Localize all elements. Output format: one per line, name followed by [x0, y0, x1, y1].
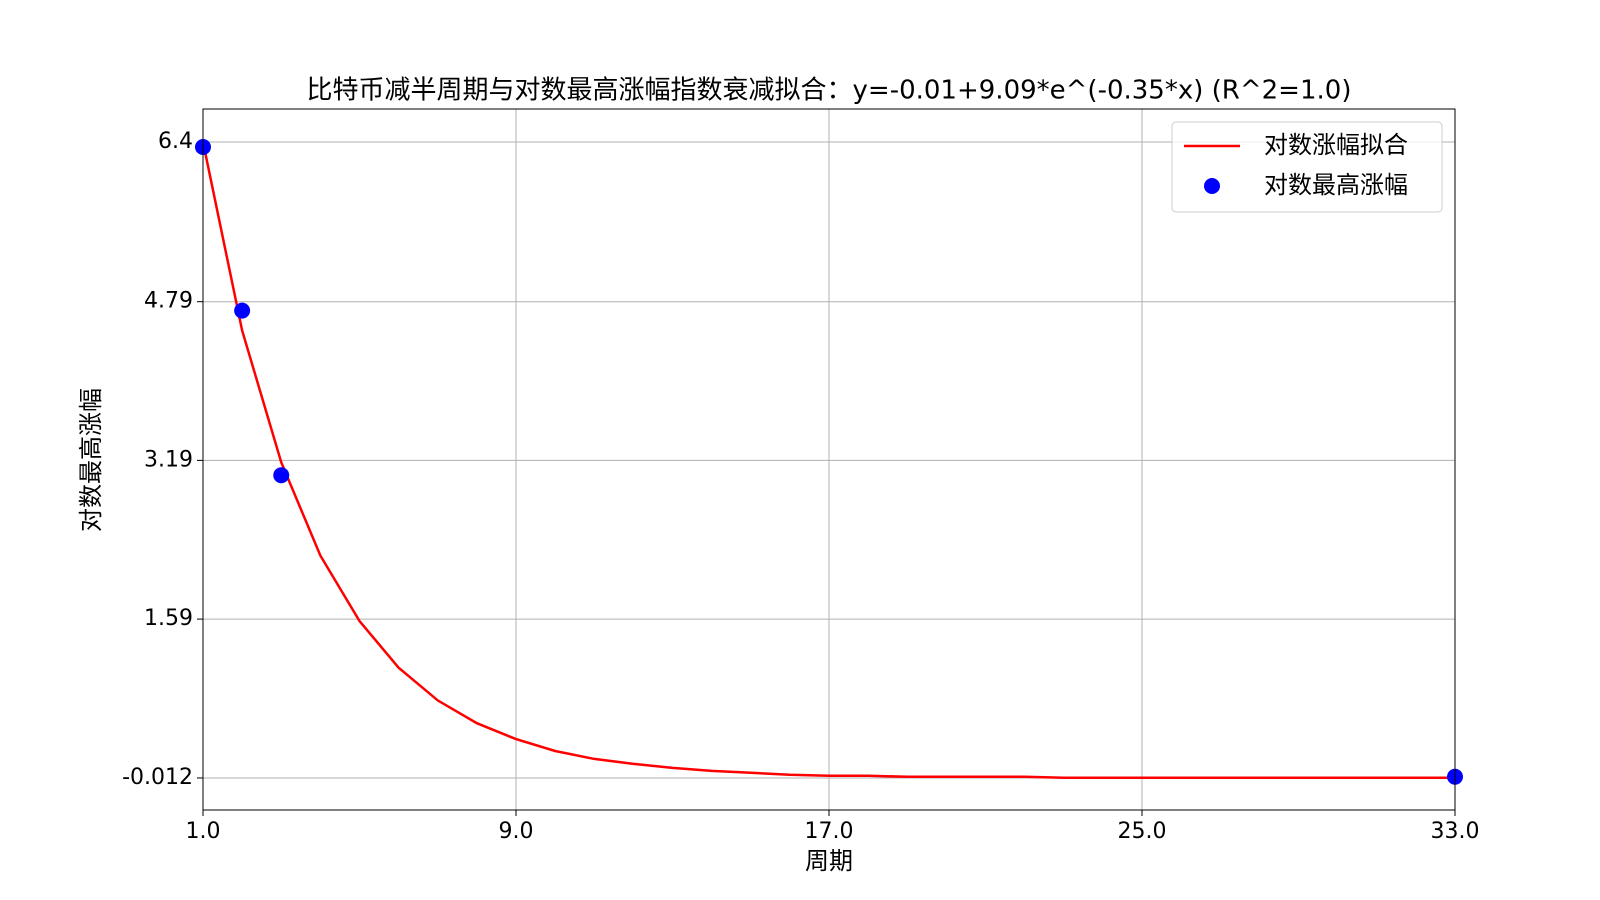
scatter-point: [234, 302, 251, 319]
y-tick-label: -0.012: [122, 765, 193, 790]
y-tick-label: 4.79: [144, 289, 193, 314]
plot-frame: [202, 108, 1456, 811]
legend-label: 对数涨幅拟合: [1264, 131, 1408, 159]
chart-title: 比特币减半周期与对数最高涨幅指数衰减拟合：y=-0.01+9.09*e^(-0.…: [307, 76, 1352, 106]
legend-marker-swatch: [1204, 178, 1220, 194]
fit-line: [201, 141, 1455, 780]
scatter-point: [273, 467, 290, 484]
y-tick-label: 6.4: [158, 129, 193, 154]
x-tick-label: 33.0: [1431, 819, 1480, 844]
x-tick-label: 1.0: [186, 819, 221, 844]
x-tick-label: 25.0: [1118, 819, 1167, 844]
x-tick-label: 9.0: [499, 819, 534, 844]
y-tick-label: 1.59: [144, 606, 193, 631]
y-axis-label: 对数最高涨幅: [77, 388, 105, 532]
legend-label: 对数最高涨幅: [1264, 171, 1408, 199]
x-tick-label: 17.0: [805, 819, 854, 844]
legend-box: [1171, 121, 1443, 213]
x-axis-label: 周期: [805, 847, 853, 875]
y-tick-label: 3.19: [144, 447, 193, 472]
